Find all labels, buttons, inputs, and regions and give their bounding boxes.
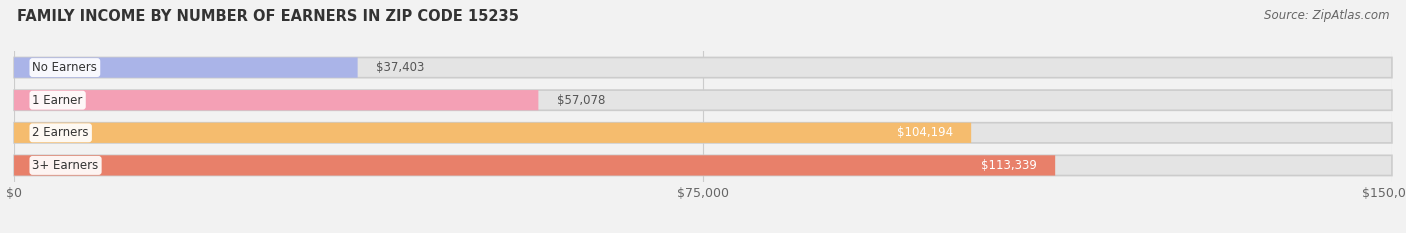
FancyBboxPatch shape	[14, 58, 357, 78]
Text: $104,194: $104,194	[897, 126, 953, 139]
Text: 3+ Earners: 3+ Earners	[32, 159, 98, 172]
FancyBboxPatch shape	[14, 155, 1392, 175]
FancyBboxPatch shape	[14, 90, 1392, 110]
FancyBboxPatch shape	[14, 58, 1392, 78]
Text: $113,339: $113,339	[981, 159, 1036, 172]
FancyBboxPatch shape	[14, 155, 1054, 175]
FancyBboxPatch shape	[14, 90, 538, 110]
Text: FAMILY INCOME BY NUMBER OF EARNERS IN ZIP CODE 15235: FAMILY INCOME BY NUMBER OF EARNERS IN ZI…	[17, 9, 519, 24]
Text: $57,078: $57,078	[557, 94, 605, 107]
Text: $37,403: $37,403	[375, 61, 425, 74]
Text: 1 Earner: 1 Earner	[32, 94, 83, 107]
FancyBboxPatch shape	[14, 123, 1392, 143]
Text: 2 Earners: 2 Earners	[32, 126, 89, 139]
Text: No Earners: No Earners	[32, 61, 97, 74]
Text: Source: ZipAtlas.com: Source: ZipAtlas.com	[1264, 9, 1389, 22]
FancyBboxPatch shape	[14, 123, 972, 143]
